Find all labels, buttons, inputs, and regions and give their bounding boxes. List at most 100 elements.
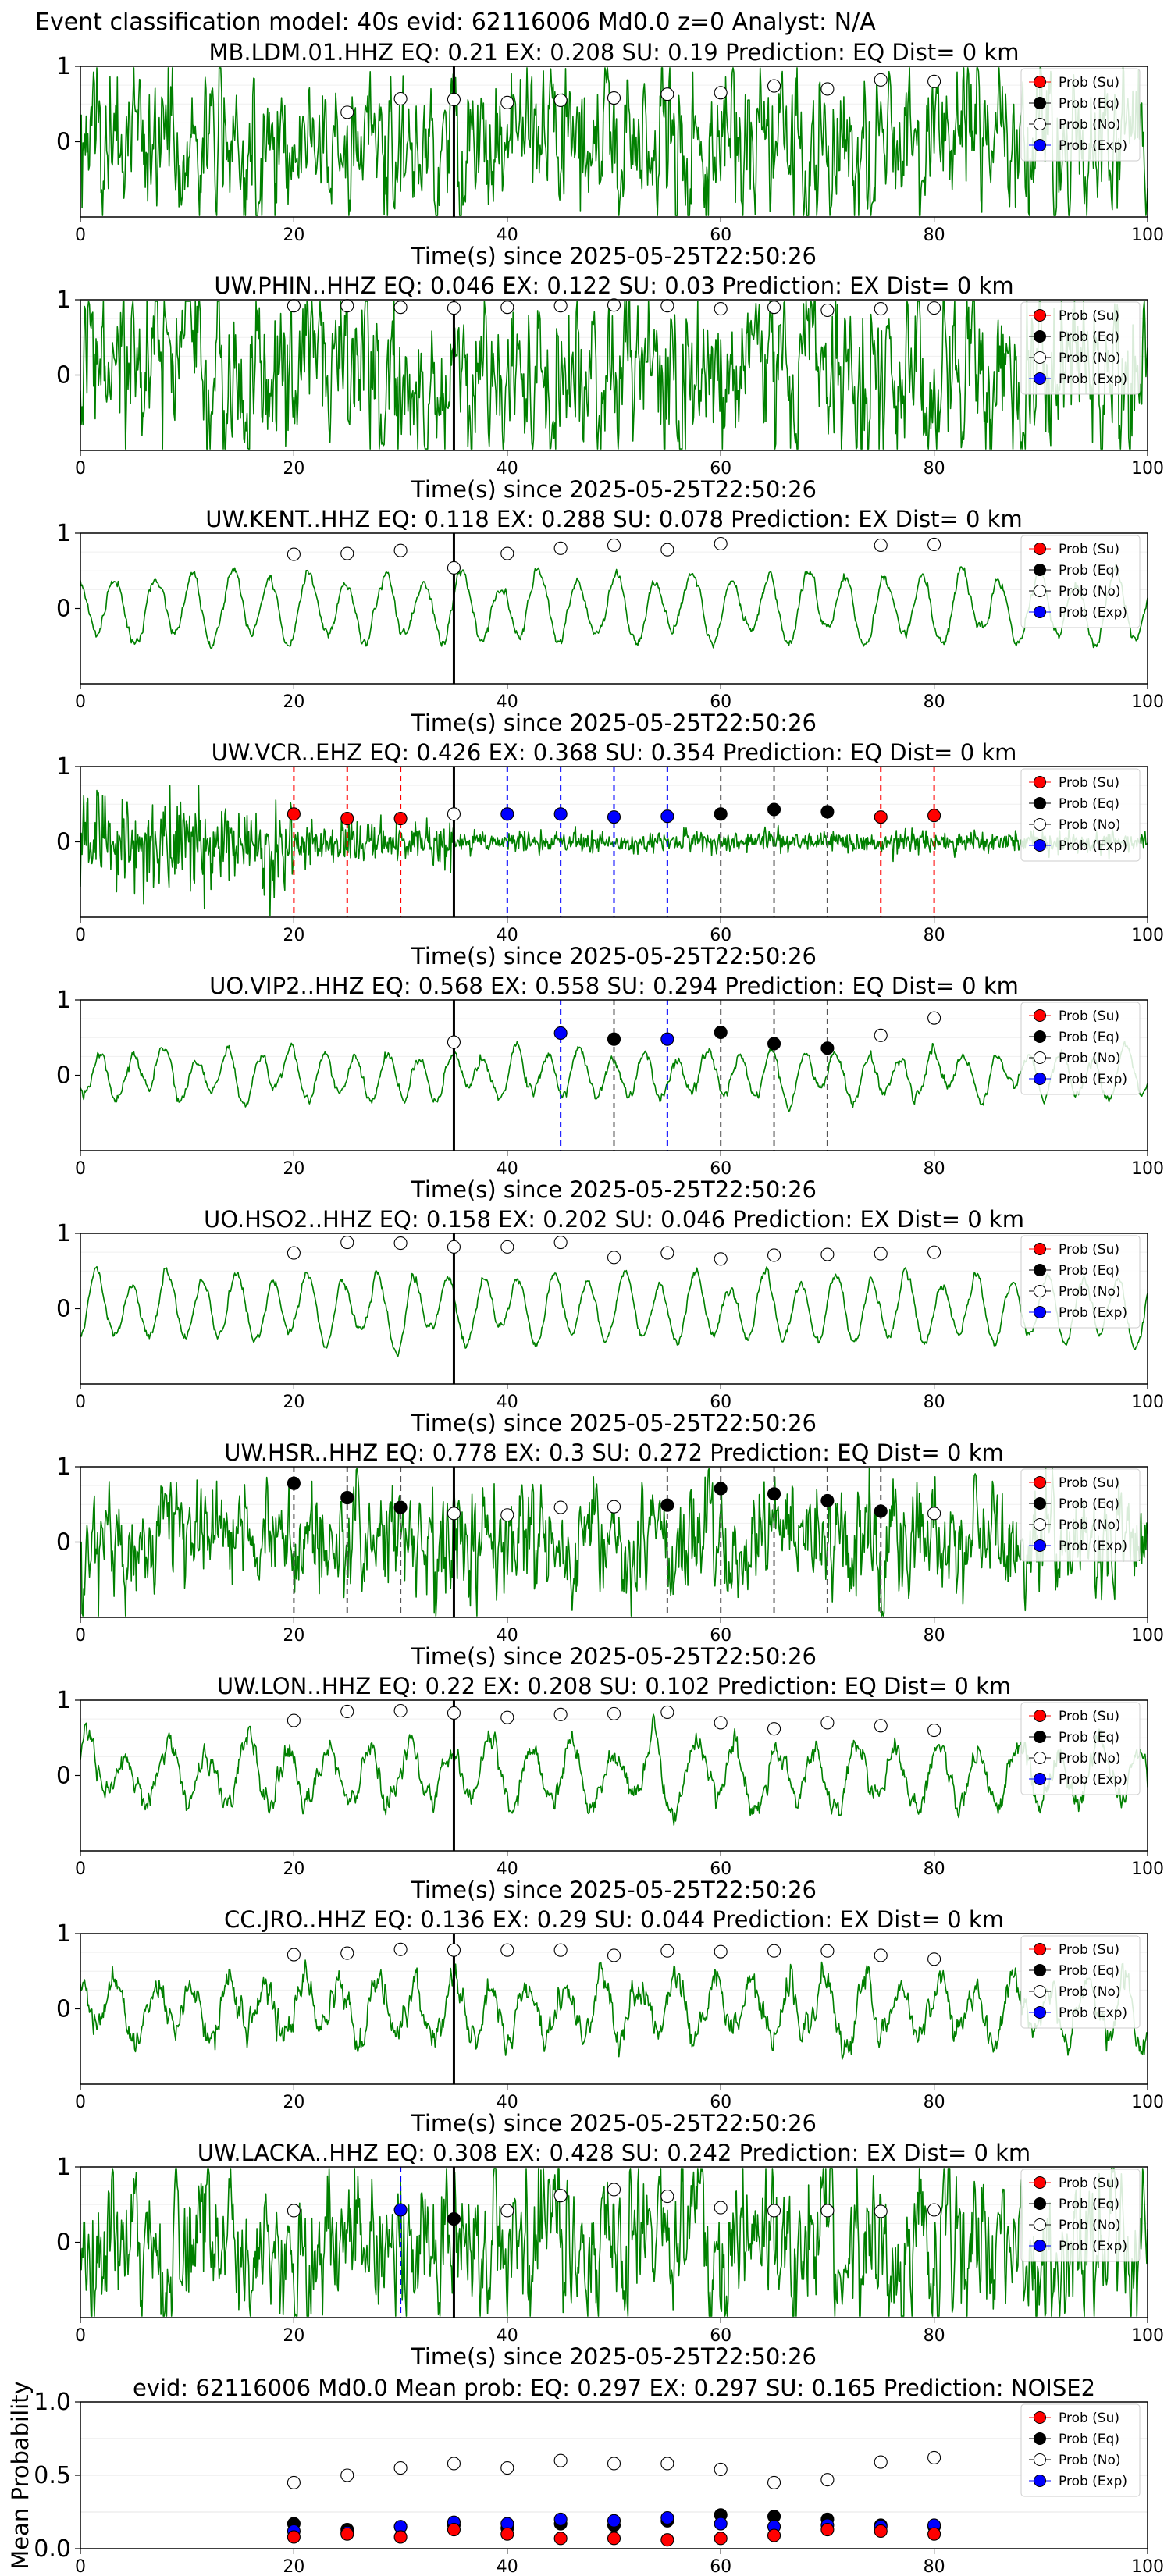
x-tick-label: 0 <box>75 226 86 245</box>
prob-marker-no <box>607 1706 621 1720</box>
legend-marker-exp <box>1034 839 1046 852</box>
x-axis-label: Time(s) since 2025-05-25T22:50:26 <box>411 1176 817 1203</box>
x-tick-label: 60 <box>710 1159 731 1179</box>
y-tick-label: 1.0 <box>34 2389 71 2416</box>
legend-label-no: Prob (No) <box>1059 2453 1121 2468</box>
y-tick-label: 0 <box>56 1763 71 1790</box>
y-tick-label: 0.5 <box>34 2462 71 2489</box>
prob-marker-no <box>500 301 514 315</box>
panel-title: CC.JRO..HHZ EQ: 0.136 EX: 0.29 SU: 0.044… <box>224 1906 1004 1933</box>
prob-marker-no <box>927 301 941 315</box>
y-tick-label: 0 <box>56 596 71 623</box>
station-panel: MB.LDM.01.HHZ EQ: 0.21 EX: 0.208 SU: 0.1… <box>56 39 1164 269</box>
mean-marker-su <box>500 2527 514 2541</box>
legend-marker-exp <box>1034 1539 1046 1552</box>
legend-marker-eq <box>1034 2432 1046 2445</box>
legend-marker-eq <box>1034 1030 1046 1043</box>
station-panel: UO.HSO2..HHZ EQ: 0.158 EX: 0.202 SU: 0.0… <box>56 1206 1164 1436</box>
legend-box <box>1020 301 1141 395</box>
station-panel: UO.VIP2..HHZ EQ: 0.568 EX: 0.558 SU: 0.2… <box>56 973 1164 1203</box>
mean-marker-su <box>874 2524 888 2538</box>
prob-marker-no <box>287 1713 301 1727</box>
station-panel: CC.JRO..HHZ EQ: 0.136 EX: 0.29 SU: 0.044… <box>56 1906 1164 2137</box>
legend-marker-no <box>1034 351 1046 364</box>
legend-label-eq: Prob (Eq) <box>1059 1496 1119 1512</box>
x-axis-label: Time(s) since 2025-05-25T22:50:26 <box>411 943 817 970</box>
prob-marker-no <box>447 301 461 315</box>
x-tick-label: 0 <box>75 1859 86 1879</box>
prob-marker-no <box>607 538 621 552</box>
legend-marker-eq <box>1034 797 1046 809</box>
legend-label-eq: Prob (Eq) <box>1059 2432 1119 2447</box>
legend-box <box>1020 1235 1141 1329</box>
legend-label-su: Prob (Su) <box>1059 1475 1119 1491</box>
prob-marker-no <box>500 2204 514 2218</box>
legend-marker-no <box>1034 1752 1046 1764</box>
prob-marker-no <box>340 1946 354 1960</box>
x-tick-label: 0 <box>75 1626 86 1646</box>
waveform-trace <box>80 1265 1148 1357</box>
waveform-trace <box>80 301 1148 450</box>
prob-marker-no <box>393 1942 408 1956</box>
x-tick-label: 80 <box>924 459 945 479</box>
mean-probability-panel: evid: 62116006 Md0.0 Mean prob: EQ: 0.29… <box>7 2375 1164 2576</box>
legend-label-no: Prob (No) <box>1059 817 1121 833</box>
x-axis-label: Time(s) since 2025-05-25T22:50:26 <box>411 2343 817 2370</box>
legend-box <box>1020 1935 1141 2029</box>
prob-marker-no <box>660 87 674 101</box>
prob-marker-no <box>287 299 301 313</box>
prob-marker-su <box>287 807 301 821</box>
x-tick-label: 20 <box>283 2557 304 2576</box>
x-tick-label: 60 <box>710 692 731 712</box>
legend-marker-no <box>1034 1051 1046 1064</box>
prob-marker-no <box>447 1240 461 1254</box>
x-tick-label: 100 <box>1131 459 1164 479</box>
prob-marker-no <box>500 1240 514 1254</box>
station-panel: UW.PHIN..HHZ EQ: 0.046 EX: 0.122 SU: 0.0… <box>56 272 1164 503</box>
prob-marker-eq <box>767 802 781 817</box>
station-panel: UW.VCR..EHZ EQ: 0.426 EX: 0.368 SU: 0.35… <box>56 739 1164 970</box>
prob-marker-eq <box>714 807 728 821</box>
legend-label-no: Prob (No) <box>1059 1051 1121 1066</box>
legend-label-no: Prob (No) <box>1059 1984 1121 2000</box>
prob-marker-no <box>927 1245 941 1259</box>
y-axis-label: Mean Probability <box>7 2381 34 2570</box>
prob-marker-no <box>820 82 835 96</box>
x-tick-label: 0 <box>75 2093 86 2112</box>
prob-marker-no <box>767 301 781 315</box>
prob-marker-eq <box>767 1037 781 1051</box>
x-tick-label: 60 <box>710 1626 731 1646</box>
legend-marker-su <box>1034 543 1046 555</box>
prob-marker-no <box>553 541 568 555</box>
legend-marker-exp <box>1034 606 1046 618</box>
mean-marker-su <box>553 2532 568 2546</box>
prob-marker-no <box>660 1705 674 1719</box>
legend-marker-eq <box>1034 564 1046 576</box>
prob-marker-no <box>287 1246 301 1260</box>
prob-marker-eq <box>714 1025 728 1040</box>
legend-label-su: Prob (Su) <box>1059 1709 1119 1724</box>
prob-marker-no <box>714 1252 728 1266</box>
x-tick-label: 80 <box>924 692 945 712</box>
prob-marker-no <box>660 543 674 557</box>
legend-label-eq: Prob (Eq) <box>1059 96 1119 112</box>
station-panel: UW.LON..HHZ EQ: 0.22 EX: 0.208 SU: 0.102… <box>56 1673 1164 1903</box>
prob-marker-eq <box>820 805 835 819</box>
legend-label-eq: Prob (Eq) <box>1059 329 1119 345</box>
waveform-trace <box>80 1959 1148 2060</box>
legend-label-eq: Prob (Eq) <box>1059 2197 1119 2212</box>
mean-marker-su <box>340 2527 354 2541</box>
legend-box <box>1020 535 1141 628</box>
legend-label-su: Prob (Su) <box>1059 75 1119 91</box>
y-tick-label: 0 <box>56 2229 71 2257</box>
waveform-trace <box>80 1713 1148 1826</box>
legend-marker-exp <box>1034 139 1046 151</box>
mean-marker-su <box>287 2530 301 2544</box>
prob-marker-no <box>287 547 301 561</box>
y-tick-label: 1 <box>56 1687 71 1714</box>
legend-label-exp: Prob (Exp) <box>1059 138 1127 154</box>
legend-label-no: Prob (No) <box>1059 117 1121 133</box>
x-tick-label: 80 <box>924 226 945 245</box>
prob-marker-su <box>393 812 408 826</box>
x-tick-label: 60 <box>710 2326 731 2346</box>
